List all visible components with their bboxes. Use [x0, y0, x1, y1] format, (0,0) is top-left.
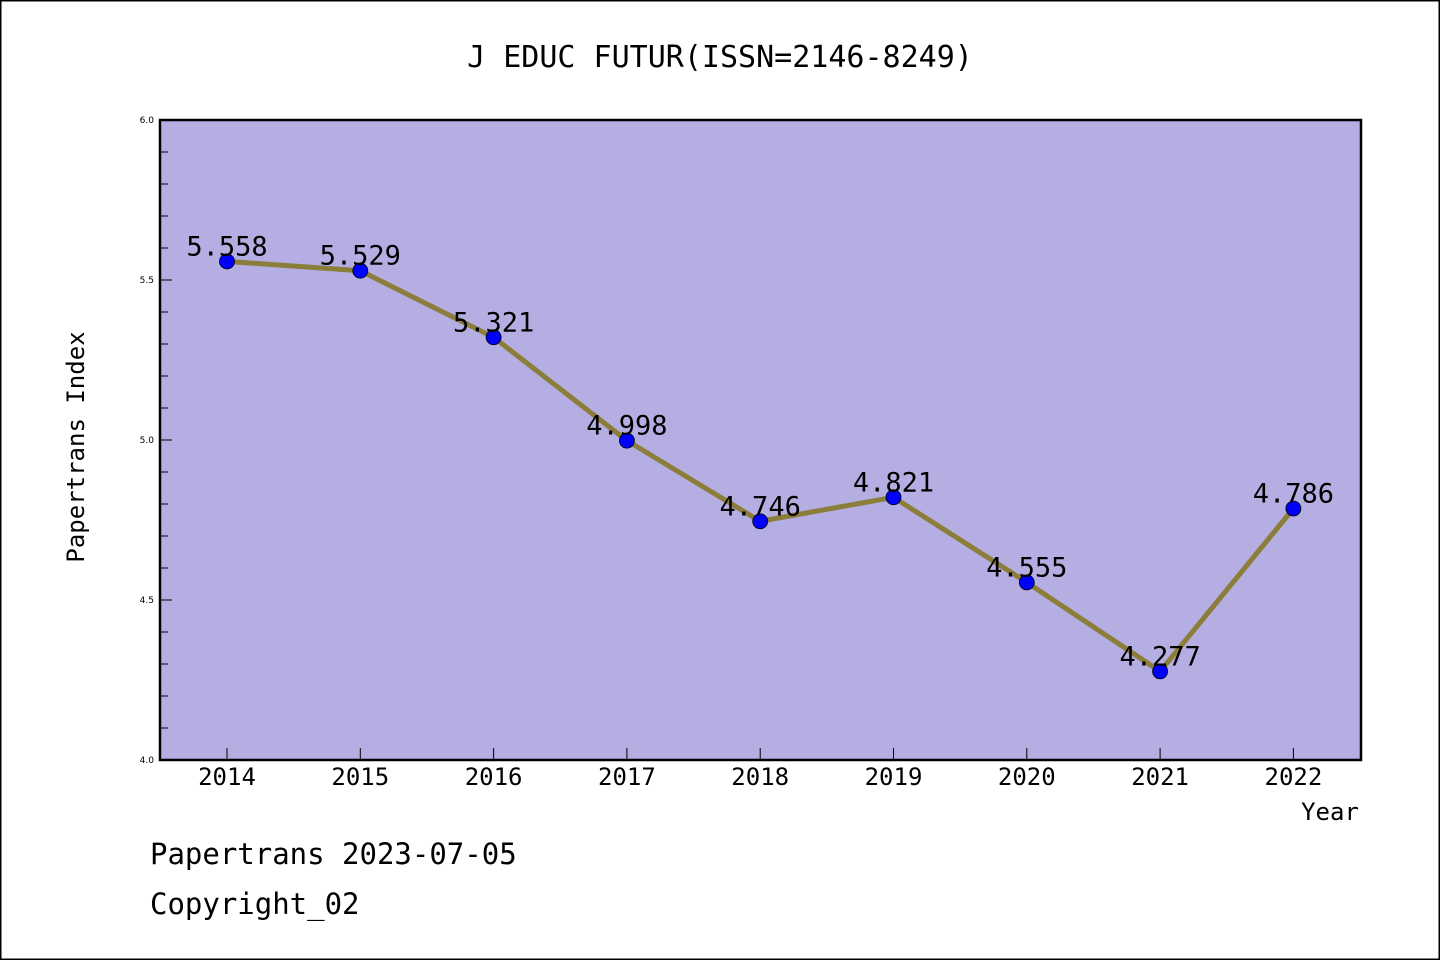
data-point-marker	[752, 513, 769, 530]
x-tick-label: 2022	[1265, 763, 1323, 791]
x-tick-label: 2018	[731, 763, 789, 791]
x-tick-label: 2017	[598, 763, 656, 791]
data-point-marker	[485, 329, 502, 346]
y-tick-label: 6.0	[140, 116, 155, 126]
data-label: 4.746	[720, 491, 801, 522]
x-tick-label: 2019	[865, 763, 923, 791]
y-axis-label: Papertrans Index	[62, 331, 90, 562]
data-label: 5.529	[320, 241, 401, 272]
data-label: 4.555	[986, 552, 1067, 583]
data-point-marker	[1152, 663, 1168, 680]
x-tick-label: 2015	[331, 763, 389, 791]
data-point-marker	[619, 432, 635, 449]
data-label: 4.277	[1119, 641, 1200, 672]
data-point-marker	[219, 253, 235, 270]
footer-date-text: Papertrans 2023-07-05	[150, 837, 517, 871]
footer-copyright-text: Copyright_02	[150, 887, 360, 922]
data-point-marker	[1018, 574, 1035, 591]
plot-background	[160, 120, 1361, 760]
x-axis-label: Year	[1301, 798, 1359, 826]
x-tick-label: 2016	[465, 763, 523, 791]
x-tick-label: 2020	[998, 763, 1056, 791]
data-point-marker	[1285, 500, 1302, 517]
chart-title: J EDUC FUTUR(ISSN=2146-8249)	[467, 40, 973, 75]
x-tick-label: 2021	[1131, 763, 1189, 791]
data-label: 4.998	[586, 411, 667, 442]
y-tick-label: 4.0	[140, 756, 155, 766]
data-label: 5.558	[186, 231, 267, 262]
plot-border	[158, 118, 1363, 762]
data-point-marker	[352, 262, 369, 279]
data-label: 5.321	[453, 307, 534, 338]
data-label: 4.786	[1253, 478, 1334, 509]
x-tick-label: 2014	[198, 763, 256, 791]
data-label: 4.821	[853, 467, 934, 498]
y-tick-label: 4.5	[140, 596, 154, 606]
y-tick-label: 5.5	[140, 276, 154, 286]
data-point-marker	[885, 489, 902, 506]
plot-area: 4.0 4.5 5.0 5.5 6.0 2014 2015 2016 2017 2018 2019 2…	[140, 116, 1363, 791]
y-tick-label: 5.0	[140, 436, 155, 446]
